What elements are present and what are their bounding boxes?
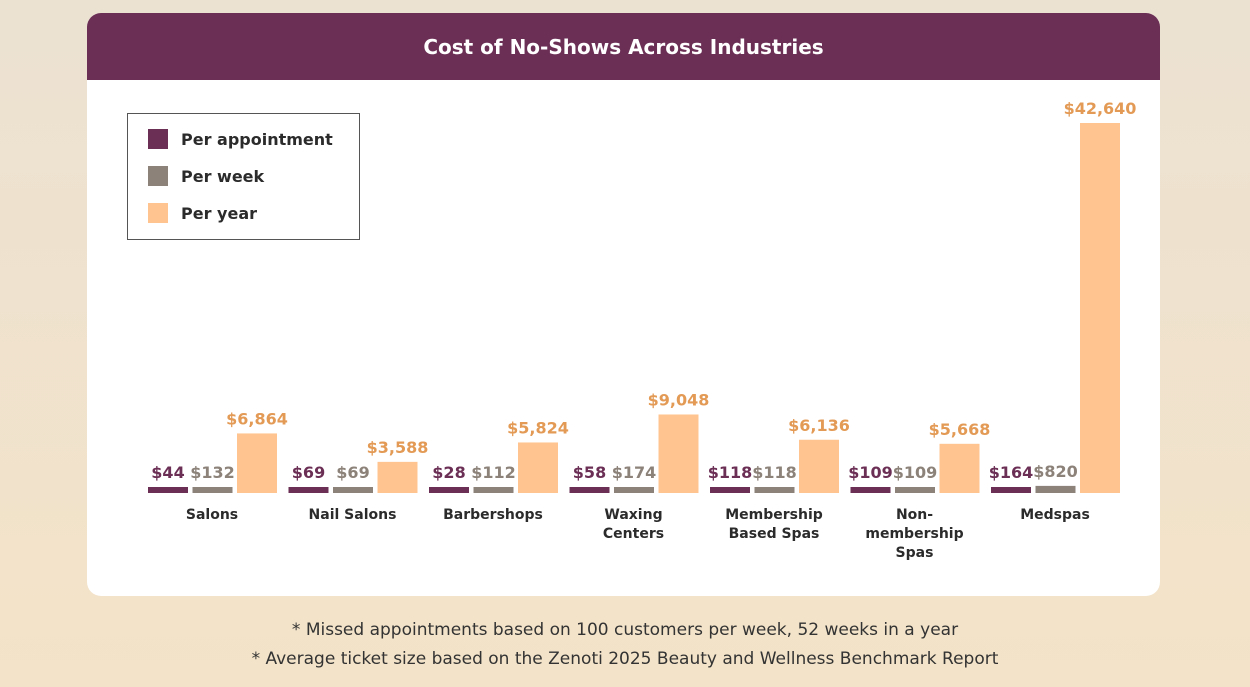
value-label: $109 bbox=[848, 463, 893, 482]
x-tick-label: Salons bbox=[185, 507, 239, 523]
legend-swatch bbox=[148, 203, 168, 223]
value-label: $58 bbox=[573, 463, 606, 482]
x-tick-label: Barbershops bbox=[443, 507, 543, 523]
value-label: $6,864 bbox=[226, 409, 288, 428]
bar bbox=[850, 487, 891, 493]
chart-card: Cost of No-Shows Across Industries bbox=[87, 13, 1160, 596]
value-label: $9,048 bbox=[648, 390, 710, 409]
bar bbox=[518, 442, 558, 493]
x-tick-label: Waxing Centers bbox=[602, 507, 665, 542]
value-label: $6,136 bbox=[788, 416, 850, 435]
bar bbox=[991, 487, 1031, 493]
bar bbox=[377, 461, 418, 493]
legend-swatch bbox=[148, 166, 168, 186]
bar bbox=[429, 487, 469, 493]
chart-title: Cost of No-Shows Across Industries bbox=[87, 13, 1160, 80]
x-tick-label: Nail Salons bbox=[308, 507, 397, 523]
value-label: $69 bbox=[292, 463, 325, 482]
value-label: $5,824 bbox=[507, 418, 569, 437]
value-label: $118 bbox=[708, 463, 753, 482]
bar bbox=[754, 487, 795, 493]
value-label: $3,588 bbox=[367, 438, 429, 457]
value-label: $44 bbox=[151, 463, 184, 482]
bar bbox=[288, 487, 329, 493]
value-label: $164 bbox=[989, 463, 1034, 482]
bar bbox=[710, 487, 750, 493]
legend-label: Per appointment bbox=[181, 130, 333, 149]
legend-label: Per week bbox=[181, 167, 265, 186]
bar bbox=[473, 487, 514, 493]
bar bbox=[614, 487, 654, 493]
bar bbox=[192, 487, 233, 493]
legend-label: Per year bbox=[181, 204, 257, 223]
bar bbox=[895, 487, 935, 493]
value-label: $42,640 bbox=[1064, 99, 1137, 118]
value-label: $5,668 bbox=[929, 420, 991, 439]
value-label: $132 bbox=[190, 463, 235, 482]
legend-swatch bbox=[148, 129, 168, 149]
value-label: $112 bbox=[471, 463, 516, 482]
bar bbox=[799, 439, 839, 493]
bar bbox=[569, 487, 610, 493]
bar bbox=[237, 433, 277, 493]
bar bbox=[148, 487, 188, 493]
bar bbox=[1080, 123, 1120, 493]
footnote: * Average ticket size based on the Zenot… bbox=[251, 649, 999, 669]
x-tick-label: Non-membership Spas bbox=[865, 507, 964, 561]
footnote: * Missed appointments based on 100 custo… bbox=[291, 620, 959, 640]
bar bbox=[333, 487, 373, 493]
x-tick-label: Medspas bbox=[1020, 507, 1090, 523]
bar bbox=[1035, 485, 1076, 493]
value-label: $118 bbox=[752, 463, 797, 482]
bar bbox=[658, 414, 699, 493]
value-label: $820 bbox=[1033, 462, 1078, 481]
value-label: $109 bbox=[893, 463, 938, 482]
x-tick-label: Membership Based Spas bbox=[725, 507, 823, 542]
value-label: $174 bbox=[612, 463, 657, 482]
bar bbox=[939, 443, 980, 493]
value-label: $69 bbox=[336, 463, 369, 482]
value-label: $28 bbox=[432, 463, 465, 482]
